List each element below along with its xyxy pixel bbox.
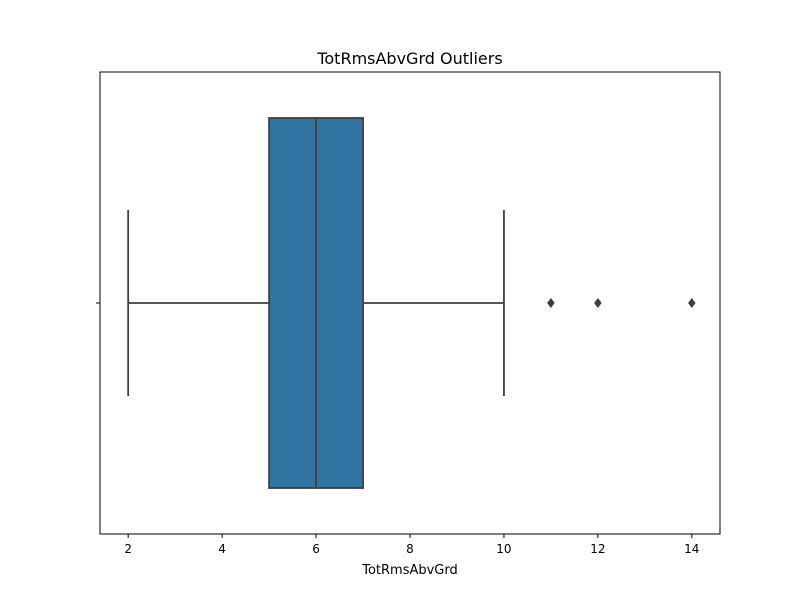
outlier-point	[688, 297, 696, 309]
x-axis-ticks: 2 4 6 8 10 12 14	[124, 534, 699, 556]
x-tick-label: 8	[406, 542, 414, 556]
x-tick-label: 2	[124, 542, 132, 556]
box-plot-marks	[127, 117, 696, 489]
x-axis-label: TotRmsAbvGrd	[361, 563, 458, 578]
chart-title: TotRmsAbvGrd Outliers	[316, 49, 502, 68]
x-tick-label: 12	[590, 542, 605, 556]
outlier-point	[594, 297, 602, 309]
x-tick-label: 6	[312, 542, 320, 556]
outlier-point	[547, 297, 555, 309]
x-tick-label: 10	[496, 542, 511, 556]
x-tick-label: 4	[218, 542, 226, 556]
x-tick-label: 14	[684, 542, 699, 556]
